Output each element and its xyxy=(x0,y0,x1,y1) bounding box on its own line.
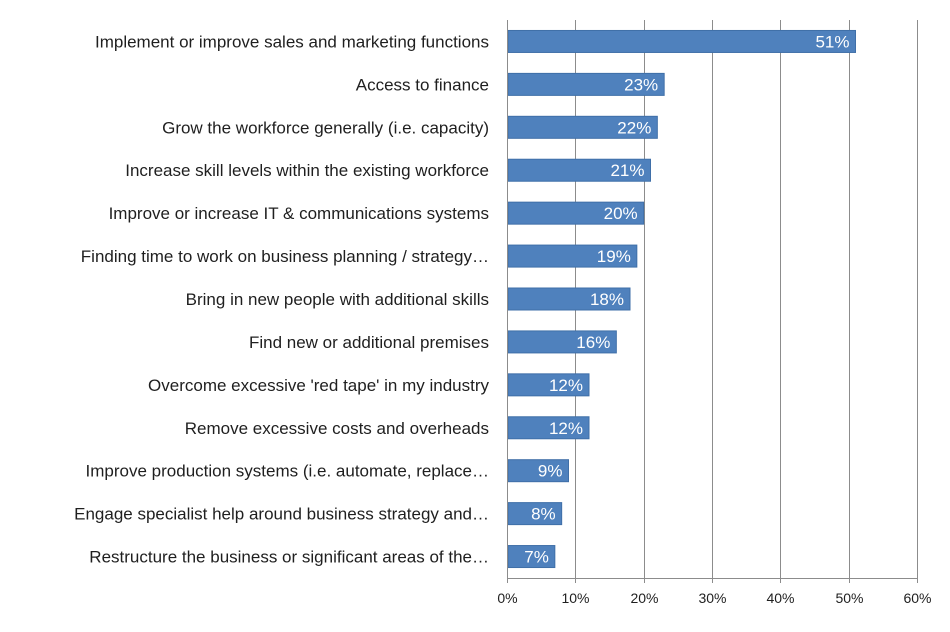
category-label: Improve or increase IT & communications … xyxy=(109,204,489,223)
category-label: Implement or improve sales and marketing… xyxy=(95,32,489,51)
x-tick-label: 40% xyxy=(766,590,794,606)
data-label: 51% xyxy=(815,32,849,51)
category-label: Grow the workforce generally (i.e. capac… xyxy=(162,118,489,137)
bars xyxy=(507,29,856,569)
data-label: 12% xyxy=(549,419,583,438)
category-label: Access to finance xyxy=(356,75,489,94)
category-label: Find new or additional premises xyxy=(249,333,489,352)
data-label: 9% xyxy=(538,462,563,481)
x-tick-label: 0% xyxy=(497,590,517,606)
labels: 0% 10% 20% 30% 40% 50% 60% Implement or improve… xyxy=(74,32,931,606)
category-label: Overcome excessive 'red tape' in my indu… xyxy=(148,376,489,395)
x-tick-label: 10% xyxy=(561,590,589,606)
category-label: Remove excessive costs and overheads xyxy=(185,419,489,438)
category-label: Engage specialist help around business s… xyxy=(74,505,489,524)
data-label: 7% xyxy=(524,548,549,567)
x-tick-label: 50% xyxy=(835,590,863,606)
category-label: Improve production systems (i.e. automat… xyxy=(86,462,489,481)
category-label: Finding time to work on business plannin… xyxy=(81,247,489,266)
data-label: 8% xyxy=(531,505,556,524)
x-tick-label: 20% xyxy=(630,590,658,606)
data-label: 12% xyxy=(549,376,583,395)
data-label: 23% xyxy=(624,75,658,94)
data-label: 19% xyxy=(597,247,631,266)
category-label: Restructure the business or significant … xyxy=(89,548,489,567)
axes xyxy=(507,20,918,583)
category-label: Increase skill levels within the existin… xyxy=(125,161,489,180)
data-label: 18% xyxy=(590,290,624,309)
data-label: 20% xyxy=(604,204,638,223)
data-label: 22% xyxy=(617,118,651,137)
x-tick-label: 30% xyxy=(698,590,726,606)
category-label: Bring in new people with additional skil… xyxy=(186,290,489,309)
data-label: 16% xyxy=(576,333,610,352)
x-tick-label: 60% xyxy=(903,590,931,606)
data-label: 21% xyxy=(610,161,644,180)
bar xyxy=(507,29,856,53)
gridlines xyxy=(575,20,918,578)
